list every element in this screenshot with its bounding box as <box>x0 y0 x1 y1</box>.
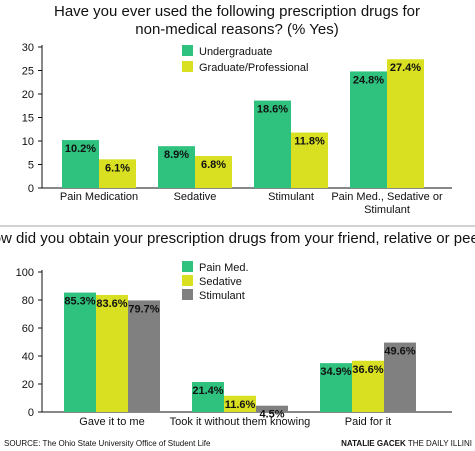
chart-2-y-tick-label: 40 <box>22 351 34 363</box>
chart-2-data-label: 85.3% <box>64 296 95 308</box>
chart-1-y-tick-label: 20 <box>22 89 34 101</box>
chart-2-legend-swatch <box>182 275 193 286</box>
chart-1-data-label: 6.1% <box>105 162 130 174</box>
chart-1-bar <box>254 100 291 188</box>
chart-2-category-label: Paid for it <box>345 416 391 428</box>
chart-2-data-label: 11.6% <box>225 399 256 411</box>
chart-1-category-label: Pain Medication <box>60 191 138 203</box>
chart-2-bar <box>320 363 352 412</box>
chart-2-legend-swatch <box>182 261 193 272</box>
chart-2-data-label: 49.6% <box>384 346 415 358</box>
chart-1-y-tick-label: 25 <box>22 66 34 78</box>
chart-2-bar <box>224 395 256 412</box>
chart-2-legend-swatch <box>182 289 193 300</box>
chart-2-bar <box>256 405 288 412</box>
chart-1-legend-swatch <box>182 61 193 72</box>
chart-2-data-label: 83.6% <box>96 298 127 310</box>
chart-2-y-tick-label: 80 <box>22 295 34 307</box>
chart-1-legend-label: Graduate/Professional <box>199 62 308 74</box>
chart-1-title-line-2: non-medical reasons? (% Yes) <box>135 21 338 38</box>
chart-1-legend-label: Undergraduate <box>199 46 272 58</box>
chart-1-category-label: Sedative <box>174 191 217 203</box>
chart-2-category-label: Gave it to me <box>79 416 144 428</box>
chart-2-category-label: Took it without them knowing <box>170 416 311 428</box>
chart-2-legend-label: Pain Med. <box>199 262 249 274</box>
chart-1-bar <box>291 132 328 188</box>
chart-1-y-tick-label: 10 <box>22 136 34 148</box>
chart-2-y-tick-label: 0 <box>28 407 34 419</box>
chart-1-data-label: 18.6% <box>257 104 288 116</box>
chart-1-bar <box>62 140 99 188</box>
chart-2-data-label: 34.9% <box>320 366 351 378</box>
footer-source: SOURCE: The Ohio State University Office… <box>4 439 211 448</box>
chart-1-data-label: 8.9% <box>164 149 189 161</box>
chart-1-data-label: 27.4% <box>390 62 421 74</box>
chart-2-bar <box>192 382 224 412</box>
chart-1-data-label: 11.8% <box>294 136 325 148</box>
chart-2-legend-label: Sedative <box>199 276 242 288</box>
chart-2-data-label: 36.6% <box>352 364 383 376</box>
chart-2-bar <box>384 342 416 412</box>
chart-1-bar <box>350 71 387 188</box>
chart-2-y-tick-label: 100 <box>16 267 34 279</box>
chart-2-data-label: 79.7% <box>128 303 159 315</box>
chart-1-bar <box>99 159 136 188</box>
chart-2-y-tick-label: 60 <box>22 323 34 335</box>
chart-2-legend-label: Stimulant <box>199 290 245 302</box>
chart-1-bar <box>387 59 424 188</box>
chart-2-bar <box>64 292 96 412</box>
chart-1-y-tick-label: 0 <box>28 183 34 195</box>
chart-1-data-label: 24.8% <box>353 74 384 86</box>
chart-1-data-label: 10.2% <box>65 143 96 155</box>
chart-2-bar <box>96 294 128 412</box>
chart-1-y-tick-label: 5 <box>28 160 34 172</box>
chart-1-y-tick-label: 30 <box>22 42 34 54</box>
footer-credit: NATALIE GACEK THE DAILY ILLINI <box>341 439 472 448</box>
chart-2-bar <box>352 360 384 412</box>
chart-2-data-label: 4.5% <box>259 409 284 421</box>
chart-1-data-label: 6.8% <box>201 159 226 171</box>
chart-2-data-label: 21.4% <box>192 385 223 397</box>
chart-1-legend-swatch <box>182 45 193 56</box>
chart-1-bar <box>158 146 195 188</box>
chart-1-bar <box>195 156 232 188</box>
chart-1-category-label: Stimulant <box>268 191 314 203</box>
footer-credit-name: NATALIE GACEK <box>341 439 406 448</box>
chart-2-bar <box>128 300 160 412</box>
chart-2-y-tick-label: 20 <box>22 379 34 391</box>
chart-2-title-line-1: How did you obtain your prescription dru… <box>0 230 475 247</box>
chart-1-title-line-1: Have you ever used the following prescri… <box>54 3 420 20</box>
footer-credit-org: THE DAILY ILLINI <box>406 439 472 448</box>
chart-1-category-label: Stimulant <box>364 204 410 216</box>
chart-1-category-label: Pain Med., Sedative or <box>331 191 443 203</box>
chart-1-y-tick-label: 15 <box>22 113 34 125</box>
